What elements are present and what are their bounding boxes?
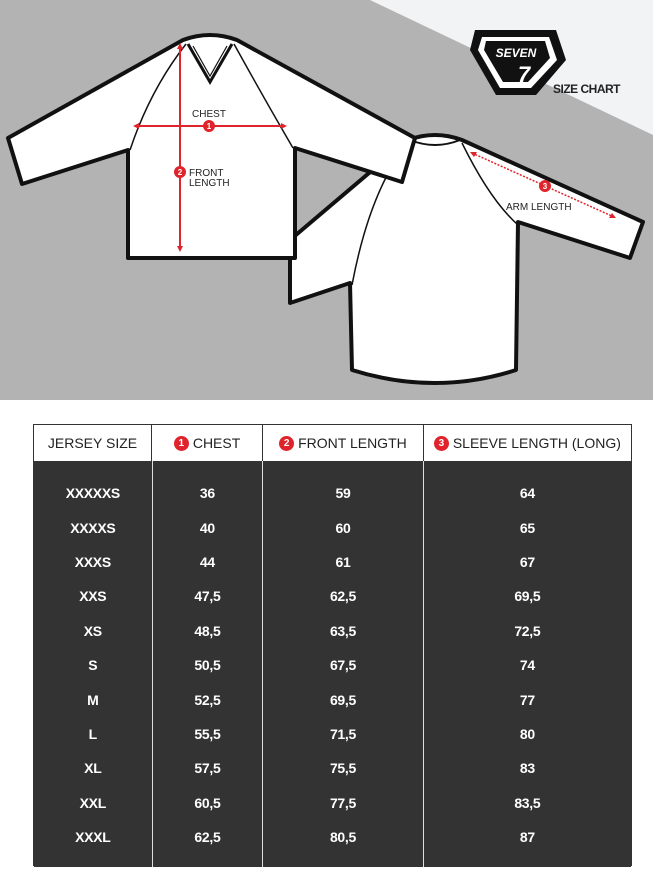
- chest-measurement: 1 CHEST: [133, 109, 287, 132]
- header-jersey-size: JERSEY SIZE: [34, 425, 151, 461]
- header-label: SLEEVE LENGTH (LONG): [452, 435, 621, 451]
- size-chart-title: SIZE CHART: [553, 82, 621, 96]
- table-cell-sizes: XXXXXS: [65, 485, 121, 502]
- column-sizes: XXXXXS XXXXS XXXS XXS XS S M L XL XXL XXXL: [34, 461, 152, 867]
- svg-text:7: 7: [518, 62, 532, 87]
- table-cell-chest: 52,5: [194, 691, 221, 708]
- table-cell-chest: 55,5: [194, 725, 221, 742]
- table-cell-sizes: XXXS: [74, 553, 111, 570]
- svg-text:SEVEN: SEVEN: [496, 46, 537, 60]
- table-cell-front-length: 69,5: [329, 691, 356, 708]
- table-cell-sizes: XL: [84, 760, 102, 777]
- table-cell-chest: 50,5: [194, 657, 221, 674]
- table-cell-chest: 40: [199, 519, 215, 536]
- table-cell-chest: 48,5: [194, 622, 221, 639]
- column-chest: 36 40 44 47,5 48,5 50,5 52,5 55,5 57,5 60,5 62,5: [151, 461, 263, 867]
- table-cell-sizes: S: [88, 657, 98, 674]
- table-cell-sleeve-length: 80: [519, 725, 535, 742]
- badge-1: 1: [207, 122, 212, 131]
- table-cell-sleeve-length: 69,5: [514, 588, 541, 605]
- header-sleeve-length: 3 SLEEVE LENGTH (LONG): [422, 425, 631, 461]
- table-cell-sizes: XXL: [79, 794, 107, 811]
- table-cell-chest: 47,5: [194, 588, 221, 605]
- arm-length-label: ARM LENGTH: [506, 202, 572, 213]
- table-cell-sleeve-length: 67: [519, 553, 535, 570]
- front-length-label: FRONT: [189, 168, 223, 179]
- table-cell-front-length: 62,5: [329, 588, 356, 605]
- jersey-measurement-diagram: 1 CHEST 2 FRONT LENGTH 3 ARM LENGTH SEVE…: [0, 0, 653, 400]
- table-cell-sizes: L: [88, 725, 98, 742]
- table-cell-chest: 36: [199, 485, 215, 502]
- table-cell-sizes: M: [87, 691, 99, 708]
- table-cell-sleeve-length: 83: [519, 760, 535, 777]
- table-cell-sizes: XXS: [79, 588, 107, 605]
- table-cell-front-length: 60: [335, 519, 351, 536]
- badge-3: 3: [433, 435, 449, 451]
- back-jersey: [288, 133, 645, 385]
- table-cell-front-length: 77,5: [329, 794, 356, 811]
- table-cell-sizes: XXXL: [75, 829, 111, 846]
- table-body: XXXXXS XXXXS XXXS XXS XS S M L XL XXL XXXL 36 40 44 4…: [34, 461, 631, 867]
- arm-length-measurement: 3 ARM LENGTH: [470, 152, 616, 218]
- front-length-label-2: LENGTH: [189, 178, 230, 189]
- table-cell-sleeve-length: 72,5: [514, 622, 541, 639]
- badge-2: 2: [178, 168, 183, 177]
- front-length-measurement: 2 FRONT LENGTH: [174, 43, 230, 252]
- front-jersey: [6, 33, 417, 260]
- table-cell-front-length: 61: [335, 553, 351, 570]
- table-cell-front-length: 59: [335, 485, 351, 502]
- chest-label: CHEST: [192, 109, 226, 120]
- table-cell-front-length: 75,5: [329, 760, 356, 777]
- table-cell-sleeve-length: 65: [519, 519, 535, 536]
- table-cell-sizes: XXXXS: [70, 519, 116, 536]
- table-cell-sleeve-length: 77: [519, 691, 535, 708]
- table-cell-front-length: 80,5: [329, 829, 356, 846]
- table-cell-front-length: 71,5: [329, 725, 356, 742]
- column-sleeve-length: 64 65 67 69,5 72,5 74 77 80 83 83,5 87: [422, 461, 631, 867]
- header-label: CHEST: [192, 435, 241, 451]
- badge-1: 1: [173, 435, 189, 451]
- table-cell-sizes: XS: [83, 622, 102, 639]
- badge-3: 3: [543, 182, 548, 191]
- table-cell-chest: 44: [199, 553, 215, 570]
- header-chest: 1 CHEST: [151, 425, 262, 461]
- seven-logo: SEVEN 7: [470, 30, 566, 95]
- table-cell-front-length: 63,5: [329, 622, 356, 639]
- header-label: FRONT LENGTH: [298, 435, 407, 451]
- table-cell-front-length: 67,5: [329, 657, 356, 674]
- table-cell-sleeve-length: 74: [519, 657, 535, 674]
- table-cell-chest: 60,5: [194, 794, 221, 811]
- size-table: JERSEY SIZE 1 CHEST 2 FRONT LENGTH 3 SLEEVE…: [33, 424, 632, 867]
- table-cell-sleeve-length: 83,5: [514, 794, 541, 811]
- table-cell-sleeve-length: 64: [519, 485, 535, 502]
- table-cell-chest: 57,5: [194, 760, 221, 777]
- table-cell-chest: 62,5: [194, 829, 221, 846]
- header-front-length: 2 FRONT LENGTH: [262, 425, 423, 461]
- header-label: JERSEY SIZE: [47, 435, 138, 451]
- table-header: JERSEY SIZE 1 CHEST 2 FRONT LENGTH 3 SLEEVE…: [34, 425, 631, 461]
- table-cell-sleeve-length: 87: [519, 829, 535, 846]
- badge-2: 2: [279, 435, 295, 451]
- column-front-length: 59 60 61 62,5 63,5 67,5 69,5 71,5 75,5 77,5 80,5: [262, 461, 422, 867]
